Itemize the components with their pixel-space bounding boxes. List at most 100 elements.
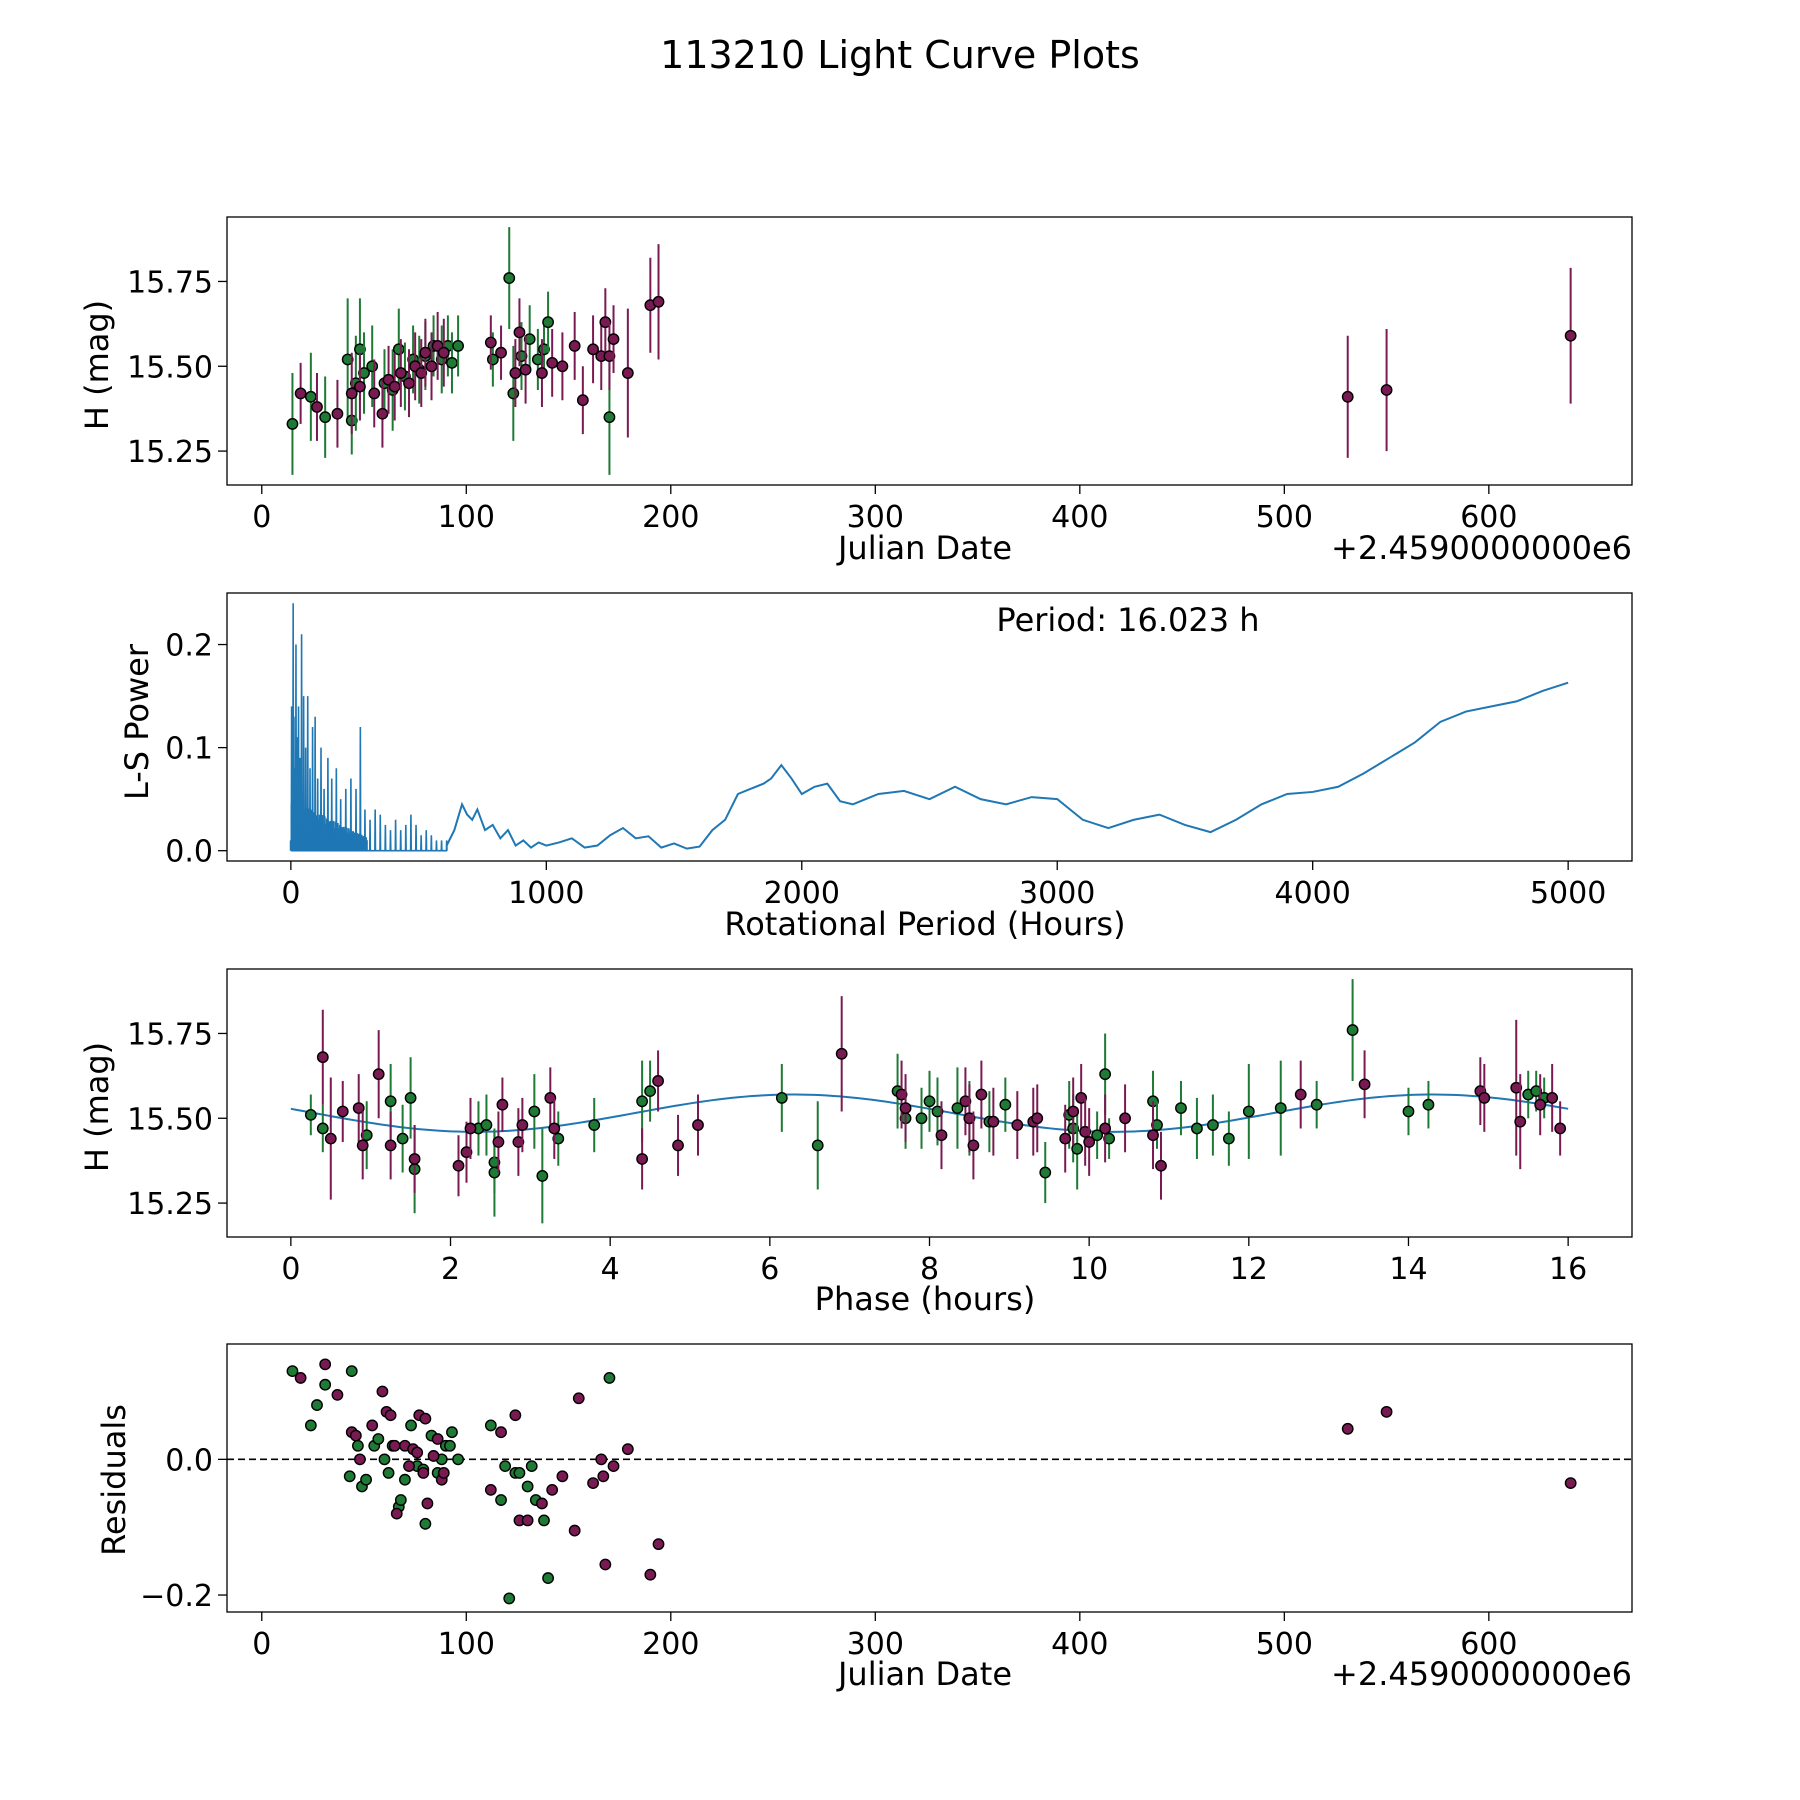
data-point	[636, 1095, 649, 1108]
x-tick-label: 0	[281, 876, 300, 911]
data-point	[1242, 1105, 1255, 1118]
data-point	[525, 1460, 538, 1473]
data-point	[1341, 1422, 1354, 1435]
data-point	[376, 407, 389, 420]
data-point	[286, 1365, 299, 1378]
data-point	[1380, 1405, 1393, 1418]
data-point	[652, 1538, 665, 1551]
data-point	[587, 1477, 599, 1489]
filter-green-series	[304, 979, 1551, 1224]
data-point	[319, 1358, 332, 1371]
data-point	[366, 360, 379, 373]
x-tick-label: 0	[281, 1252, 300, 1287]
residuals-x-offset: +2.4590000000e6	[1331, 1655, 1632, 1693]
data-point	[360, 1129, 373, 1142]
data-point	[603, 411, 616, 424]
data-point	[652, 1075, 664, 1087]
data-point	[987, 1115, 1000, 1128]
data-point	[935, 1129, 948, 1142]
lightcurve-x-offset: +2.4590000000e6	[1331, 529, 1632, 567]
data-point	[354, 380, 366, 393]
phased-ylabel: H (mag)	[78, 1042, 116, 1172]
data-point	[1191, 1122, 1203, 1135]
x-tick-label: 2	[441, 1252, 460, 1287]
periodogram-ylabel: L-S Power	[118, 643, 156, 800]
data-point	[1564, 1477, 1577, 1489]
lightcurve-panel: H (mag) Julian Date +2.4590000000e6 0 100…	[78, 216, 1633, 567]
data-point	[358, 367, 370, 379]
x-tick-label: 500	[1256, 500, 1313, 535]
data-point	[343, 1470, 356, 1483]
y-tick-label: 15.75	[127, 265, 213, 300]
y-tick-label: −0.2	[140, 1579, 213, 1614]
x-tick-label: 8	[920, 1252, 939, 1287]
data-point	[1099, 1122, 1112, 1135]
filter-green-series	[286, 1365, 616, 1605]
data-point	[507, 387, 520, 400]
data-point	[1011, 1119, 1024, 1131]
data-point	[538, 1514, 550, 1527]
data-point	[417, 1467, 430, 1479]
data-point	[899, 1102, 912, 1114]
data-point	[464, 1122, 477, 1135]
data-point	[316, 1122, 329, 1135]
residuals-xlabel: Julian Date	[836, 1655, 1012, 1693]
data-point	[1083, 1136, 1096, 1148]
data-point	[513, 1467, 526, 1479]
data-point	[1206, 1119, 1219, 1131]
data-point	[294, 1372, 307, 1384]
data-point	[521, 1514, 534, 1527]
data-point	[319, 1378, 332, 1391]
data-point	[452, 1159, 465, 1172]
x-tick-label: 500	[1256, 1627, 1313, 1662]
x-tick-label: 5000	[1530, 876, 1606, 911]
data-point	[394, 1494, 407, 1506]
x-tick-label: 300	[847, 1627, 904, 1662]
data-point	[324, 1132, 337, 1145]
y-tick-label: 15.25	[127, 435, 213, 470]
data-point	[495, 1494, 507, 1506]
data-point	[1103, 1132, 1116, 1145]
data-point	[1422, 1098, 1435, 1111]
data-point	[999, 1098, 1012, 1111]
filter-purple-series	[316, 996, 1567, 1200]
data-point	[404, 1092, 417, 1104]
plot-frame	[226, 1343, 1633, 1613]
data-point	[304, 1108, 317, 1121]
data-point	[1059, 1132, 1072, 1145]
data-point	[975, 1088, 988, 1101]
data-point	[452, 1453, 464, 1466]
data-point	[372, 1068, 385, 1081]
data-point	[304, 1419, 317, 1432]
data-point	[1079, 1125, 1092, 1138]
data-point	[384, 1095, 397, 1108]
data-point	[503, 272, 516, 284]
data-point	[1067, 1105, 1080, 1118]
data-point	[572, 1392, 585, 1405]
data-point	[384, 1409, 397, 1422]
data-point	[1039, 1166, 1052, 1179]
data-point	[403, 377, 415, 390]
data-point	[356, 1139, 369, 1152]
data-point	[587, 343, 599, 356]
data-point	[376, 1385, 389, 1398]
data-point	[536, 367, 548, 379]
data-point	[548, 1122, 561, 1135]
x-tick-label: 1000	[508, 876, 584, 911]
data-point	[1075, 1092, 1088, 1104]
data-point	[495, 1426, 507, 1439]
data-point	[488, 1166, 501, 1179]
data-point	[390, 1507, 403, 1520]
data-point	[1071, 1142, 1084, 1155]
filter-purple-series	[294, 1358, 1577, 1581]
data-point	[607, 1460, 620, 1473]
x-tick-label: 100	[438, 500, 495, 535]
x-tick-label: 100	[438, 1627, 495, 1662]
data-point	[354, 1453, 366, 1466]
data-point	[331, 407, 344, 420]
data-point	[384, 1139, 397, 1152]
data-point	[556, 1470, 569, 1483]
data-point	[1222, 1132, 1235, 1145]
data-point	[503, 1592, 516, 1605]
